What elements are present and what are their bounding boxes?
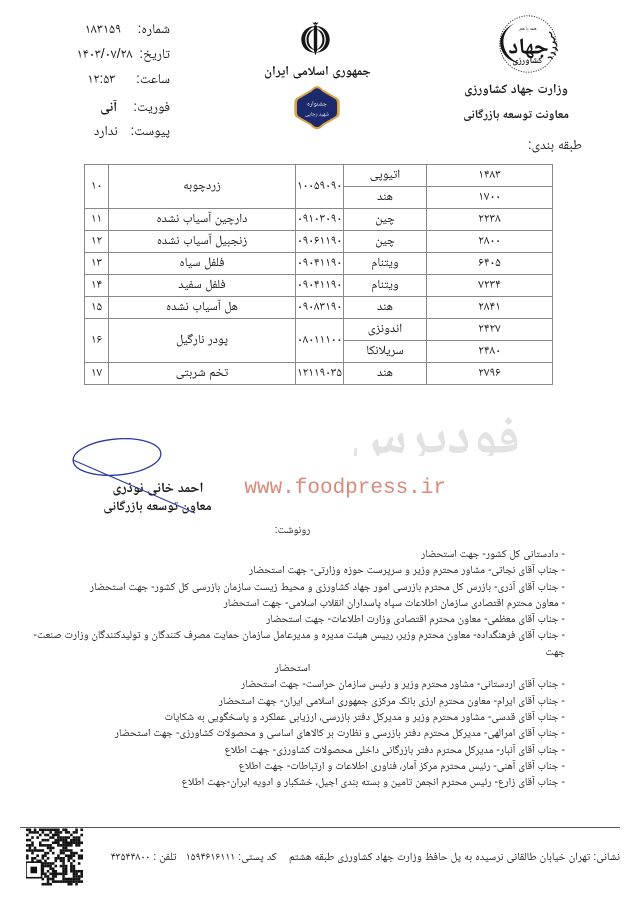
svg-text:شهید رجایی: شهید رجایی — [305, 110, 329, 119]
svg-text:کشاورزی: کشاورزی — [512, 53, 542, 69]
svg-text:جشنواره: جشنواره — [307, 100, 327, 111]
